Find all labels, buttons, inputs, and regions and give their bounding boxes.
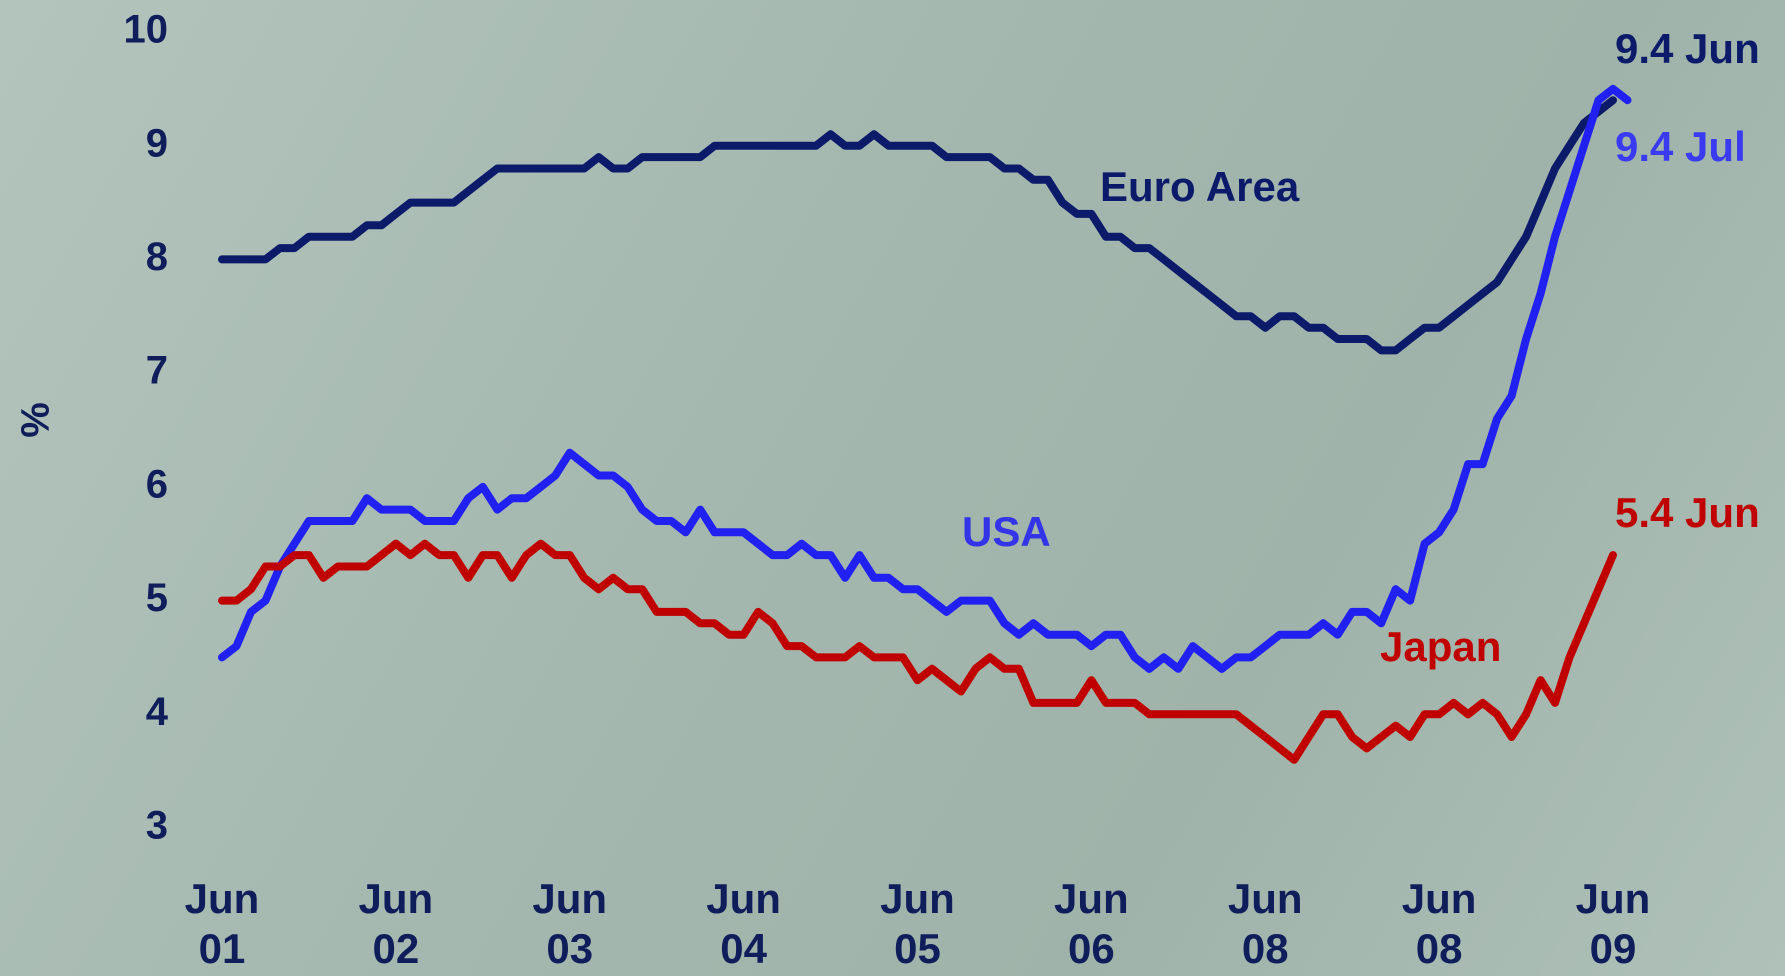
chart: % 3 4 5 6 7 8 9 10 Euro Area USA Japan 9.4 Jun 9.4 J… (0, 0, 1785, 976)
x-tick-label: Jun 05 (838, 874, 998, 974)
y-axis-label: % (14, 402, 58, 438)
x-tick-label: Jun 09 (1533, 874, 1693, 974)
annotation: 9.4 Jun (1615, 25, 1760, 72)
x-tick-label: Jun 01 (142, 874, 302, 974)
y-tick-label: 5 (146, 576, 168, 620)
x-tick-label: Jun 08 (1359, 874, 1519, 974)
x-tick-label: Jun 03 (490, 874, 650, 974)
y-tick-label: 6 (146, 462, 168, 506)
x-tick-label: Jun 08 (1185, 874, 1345, 974)
y-tick-label: 8 (146, 235, 168, 279)
x-tick-label: Jun 06 (1011, 874, 1171, 974)
annotation: USA (962, 508, 1051, 555)
y-tick-label: 9 (146, 121, 168, 165)
x-tick-label: Jun 04 (664, 874, 824, 974)
y-tick-label: 4 (146, 690, 169, 734)
y-tick-label: 3 (146, 804, 168, 848)
plot: % 3 4 5 6 7 8 9 10 Euro Area USA Japan 9.4 Jun 9.4 J… (0, 0, 1785, 976)
y-tick-label: 10 (124, 8, 169, 52)
annotation: Euro Area (1100, 163, 1300, 210)
annotation: Japan (1380, 623, 1501, 670)
series-line (222, 89, 1628, 669)
x-tick-label: Jun 02 (316, 874, 476, 974)
series-line (222, 100, 1613, 350)
y-tick-label: 7 (146, 349, 168, 393)
annotation: 5.4 Jun (1615, 489, 1760, 536)
annotation: 9.4 Jul (1615, 123, 1746, 170)
